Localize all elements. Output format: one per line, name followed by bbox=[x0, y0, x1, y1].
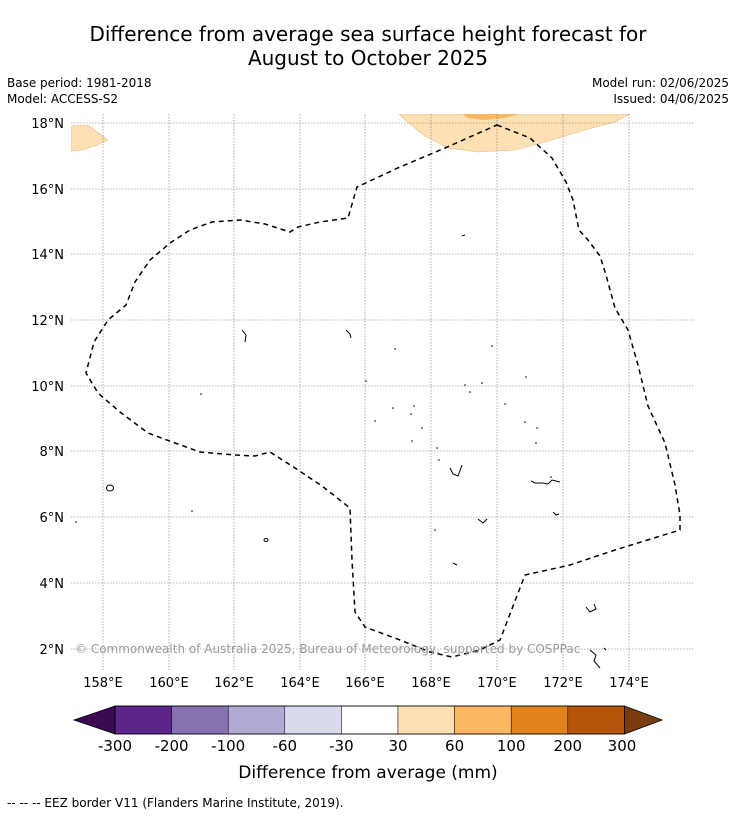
anomaly-region-north-mid bbox=[462, 114, 520, 120]
map-area bbox=[71, 114, 695, 670]
lon-axis: 158°E 160°E 162°E 164°E 166°E 168°E 170°… bbox=[83, 676, 649, 691]
colorbar-swatch bbox=[114, 705, 172, 735]
model-info-right: Model run: 02/06/2025 Issued: 04/06/2025 bbox=[592, 75, 729, 107]
colorbar-swatch bbox=[454, 705, 512, 735]
colorbar-tick-label: -30 bbox=[329, 737, 354, 755]
lat-tick-label: 16°N bbox=[31, 183, 64, 198]
colorbar-swatch bbox=[227, 705, 286, 735]
colorbar-swatch bbox=[284, 705, 342, 735]
atoll-mili bbox=[589, 649, 601, 669]
atoll-bikini bbox=[345, 329, 352, 339]
colorbar-swatch bbox=[341, 705, 399, 735]
lat-tick-label: 18°N bbox=[31, 117, 64, 132]
colorbar-swatch bbox=[510, 705, 569, 735]
eez-border-line bbox=[85, 124, 681, 658]
base-period-text: Base period: 1981-2018 bbox=[7, 76, 152, 90]
lat-tick-label: 8°N bbox=[40, 445, 65, 460]
colorbar-title: Difference from average (mm) bbox=[238, 763, 497, 783]
lat-tick-label: 12°N bbox=[31, 314, 64, 329]
model-info-left: Base period: 1981-2018 Model: ACCESS-S2 bbox=[7, 75, 152, 107]
lon-tick-label: 172°E bbox=[543, 676, 583, 691]
model-name-text: Model: ACCESS-S2 bbox=[7, 92, 119, 106]
small-islets bbox=[75, 345, 552, 531]
island-kosrae bbox=[263, 538, 269, 542]
copyright-text: © Commonwealth of Australia 2025, Bureau… bbox=[75, 642, 580, 656]
colorbar-tick-label: -60 bbox=[273, 737, 298, 755]
lon-tick-label: 162°E bbox=[214, 676, 254, 691]
map-title-line2: August to October 2025 bbox=[247, 46, 489, 70]
colorbar-tick-label: 100 bbox=[497, 737, 526, 755]
lon-tick-label: 160°E bbox=[149, 676, 189, 691]
eez-border-footnote: -- -- -- EEZ border V11 (Flanders Marine… bbox=[7, 796, 344, 810]
colorbar-tick-label: -200 bbox=[155, 737, 189, 755]
colorbar-tick-label: -300 bbox=[98, 737, 132, 755]
colorbar-extend-high bbox=[624, 705, 664, 735]
lat-tick-label: 4°N bbox=[40, 577, 65, 592]
lat-tick-label: 14°N bbox=[31, 248, 64, 263]
atoll-jaluit bbox=[552, 511, 560, 516]
atoll-enewetak bbox=[241, 329, 247, 343]
lon-tick-label: 170°E bbox=[477, 676, 517, 691]
colorbar-tick-label: -100 bbox=[211, 737, 245, 755]
colorbar-tick-labels: -300 -200 -100 -60 -30 30 60 100 200 300 bbox=[98, 737, 636, 755]
model-run-text: Model run: 02/06/2025 bbox=[591, 76, 729, 90]
colorbar-swatch bbox=[567, 705, 625, 735]
map-title: Difference from average sea surface heig… bbox=[0, 22, 736, 70]
colorbar bbox=[72, 705, 664, 735]
colorbar-tick-label: 300 bbox=[608, 737, 637, 755]
colorbar-swatch bbox=[171, 705, 229, 735]
lon-tick-label: 174°E bbox=[609, 676, 649, 691]
lat-tick-label: 6°N bbox=[40, 511, 65, 526]
lon-tick-label: 166°E bbox=[345, 676, 385, 691]
atoll-kwajalein bbox=[530, 479, 561, 485]
map-content: © Commonwealth of Australia 2025, Bureau… bbox=[71, 114, 695, 670]
lon-gridlines bbox=[102, 114, 630, 670]
colorbar-swatch bbox=[397, 705, 455, 735]
issued-date-text: Issued: 04/06/2025 bbox=[613, 92, 729, 106]
island-pohnpei bbox=[106, 484, 114, 492]
lon-tick-label: 164°E bbox=[280, 676, 320, 691]
lat-axis: 2°N 4°N 6°N 8°N 10°N 12°N 14°N 16°N 18°N bbox=[31, 117, 64, 658]
atoll-wotje bbox=[449, 464, 463, 477]
colorbar-tick-label: 200 bbox=[553, 737, 582, 755]
lat-tick-label: 2°N bbox=[40, 643, 65, 658]
lat-gridlines bbox=[71, 122, 695, 650]
islands bbox=[106, 234, 607, 669]
anomaly-region-northwest-light bbox=[71, 124, 109, 152]
atoll-ujae bbox=[477, 518, 488, 524]
colorbar-tick-label: 30 bbox=[388, 737, 407, 755]
atoll-arno bbox=[603, 647, 607, 651]
atoll-ebon bbox=[452, 562, 458, 566]
lon-tick-label: 158°E bbox=[83, 676, 123, 691]
lon-tick-label: 168°E bbox=[411, 676, 451, 691]
colorbar-extend-low bbox=[72, 705, 116, 735]
lat-tick-label: 10°N bbox=[31, 380, 64, 395]
atoll-majuro bbox=[585, 603, 597, 613]
atoll-wake bbox=[461, 234, 466, 237]
map-title-line1: Difference from average sea surface heig… bbox=[89, 22, 647, 46]
colorbar-tick-label: 60 bbox=[445, 737, 464, 755]
